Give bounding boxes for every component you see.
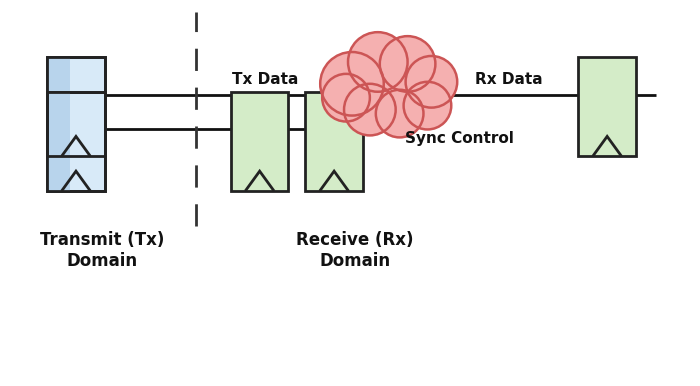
Circle shape bbox=[376, 90, 424, 137]
Text: Tx Data: Tx Data bbox=[232, 72, 299, 87]
Text: Rx Data: Rx Data bbox=[475, 72, 542, 87]
Circle shape bbox=[322, 74, 370, 122]
Circle shape bbox=[404, 82, 452, 129]
Bar bbox=[47, 92, 105, 191]
Bar bbox=[47, 92, 105, 191]
Circle shape bbox=[320, 52, 384, 115]
Text: Sync Control: Sync Control bbox=[405, 132, 514, 146]
Bar bbox=[47, 57, 105, 156]
Circle shape bbox=[344, 84, 395, 135]
Circle shape bbox=[380, 36, 435, 92]
Bar bbox=[47, 92, 70, 191]
Bar bbox=[578, 57, 636, 156]
Bar bbox=[231, 92, 288, 191]
Bar bbox=[47, 57, 105, 156]
Text: Transmit (Tx)
Domain: Transmit (Tx) Domain bbox=[40, 231, 164, 269]
Text: Receive (Rx)
Domain: Receive (Rx) Domain bbox=[296, 231, 414, 269]
Bar bbox=[305, 92, 363, 191]
Bar bbox=[47, 57, 70, 156]
Circle shape bbox=[405, 56, 457, 108]
Circle shape bbox=[348, 32, 407, 92]
